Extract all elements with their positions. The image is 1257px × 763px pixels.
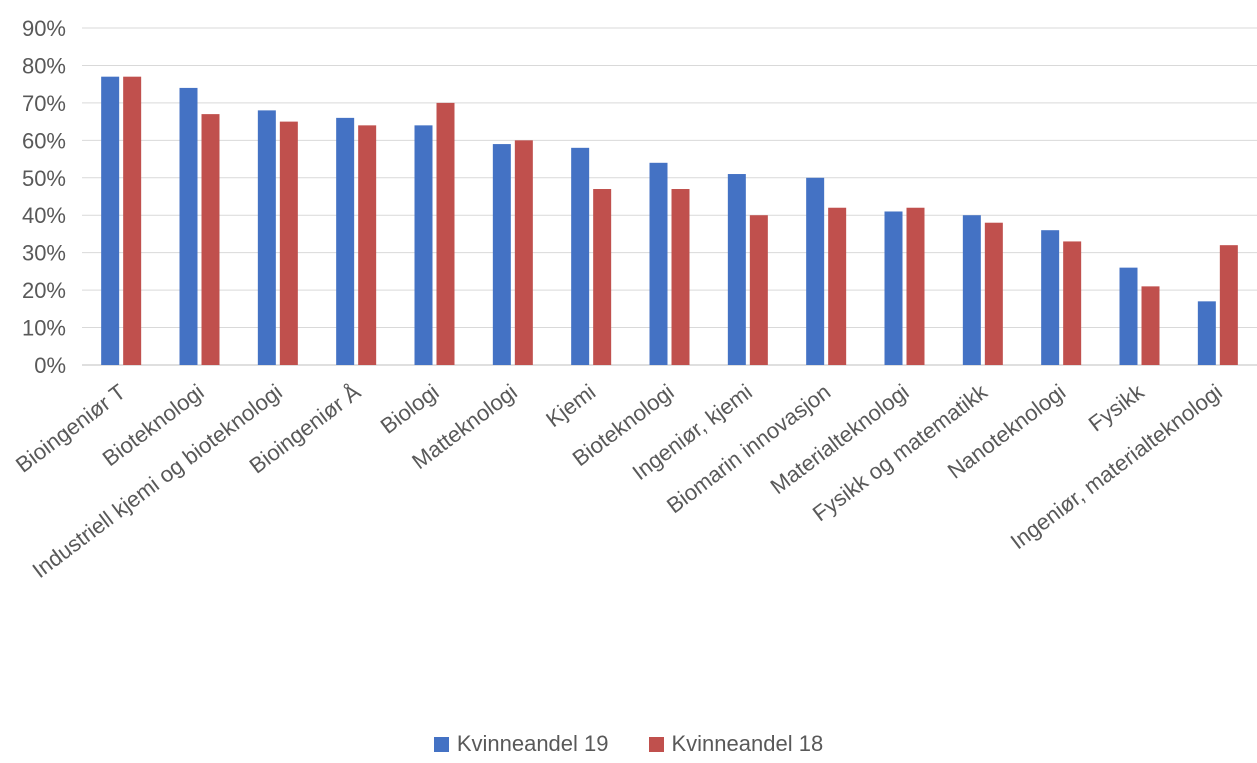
bar-kvinneandel-19 [101, 76, 120, 365]
bar-kvinneandel-19 [649, 162, 668, 365]
bar-kvinneandel-19 [727, 174, 746, 365]
bar-kvinneandel-19 [257, 110, 276, 365]
bar-kvinneandel-19 [1197, 301, 1216, 365]
bar-kvinneandel-18 [671, 189, 690, 365]
legend-label-series-1: Kvinneandel 18 [671, 731, 824, 756]
legend-label-series-0: Kvinneandel 19 [456, 731, 609, 756]
legend: Kvinneandel 19 Kvinneandel 18 [0, 731, 1257, 757]
gridlines [82, 27, 1257, 366]
y-tick-label: 50% [22, 166, 66, 191]
bar-kvinneandel-18 [1141, 286, 1160, 365]
bar-kvinneandel-18 [279, 121, 298, 365]
bar-kvinneandel-19 [884, 211, 903, 365]
bar-kvinneandel-19 [414, 125, 433, 365]
x-tick-label: Fysikk [1084, 378, 1150, 436]
legend-item-series-0: Kvinneandel 19 [433, 731, 609, 757]
bar-kvinneandel-18 [358, 125, 377, 365]
y-tick-label: 70% [22, 91, 66, 116]
bar-kvinneandel-18 [984, 222, 1003, 365]
bar-kvinneandel-19 [179, 87, 198, 366]
y-tick-label: 20% [22, 278, 66, 303]
bar-kvinneandel-19 [336, 117, 355, 365]
bar-kvinneandel-18 [828, 207, 847, 365]
bar-kvinneandel-19 [962, 215, 981, 365]
bar-kvinneandel-19 [1119, 267, 1138, 365]
bar-kvinneandel-18 [1063, 241, 1082, 365]
bar-kvinneandel-19 [571, 147, 590, 365]
x-tick-label: Biologi [376, 379, 444, 439]
y-axis-ticks: 0% 10% 20% 30% 40% 50% 60% 70% 80% 90% [22, 16, 66, 378]
bar-kvinneandel-19 [806, 177, 825, 365]
bars [101, 76, 1238, 366]
y-tick-label: 0% [34, 353, 66, 378]
y-tick-label: 30% [22, 241, 66, 266]
bar-kvinneandel-18 [436, 102, 455, 365]
y-tick-label: 80% [22, 53, 66, 78]
bar-kvinneandel-18 [514, 140, 533, 365]
y-tick-label: 60% [22, 128, 66, 153]
bar-kvinneandel-18 [906, 207, 925, 365]
legend-swatch-series-1 [648, 736, 664, 752]
y-tick-label: 40% [22, 203, 66, 228]
bar-kvinneandel-19 [1041, 230, 1060, 365]
bar-kvinneandel-18 [201, 114, 220, 365]
bar-kvinneandel-18 [749, 215, 768, 365]
y-tick-label: 10% [22, 316, 66, 341]
legend-swatch-series-0 [433, 736, 449, 752]
bar-kvinneandel-18 [1219, 245, 1238, 365]
y-tick-label: 90% [22, 16, 66, 41]
x-tick-label: Materialteknologi [766, 379, 914, 499]
bar-kvinneandel-18 [123, 76, 142, 365]
bar-kvinneandel-18 [593, 189, 612, 365]
bar-kvinneandel-19 [492, 144, 511, 365]
legend-item-series-1: Kvinneandel 18 [648, 731, 824, 757]
x-tick-label: Kjemi [541, 379, 600, 432]
